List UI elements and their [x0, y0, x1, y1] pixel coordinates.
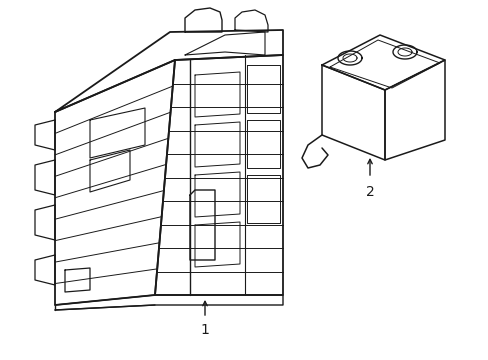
Text: 1: 1	[200, 323, 209, 337]
Text: 2: 2	[365, 185, 374, 199]
